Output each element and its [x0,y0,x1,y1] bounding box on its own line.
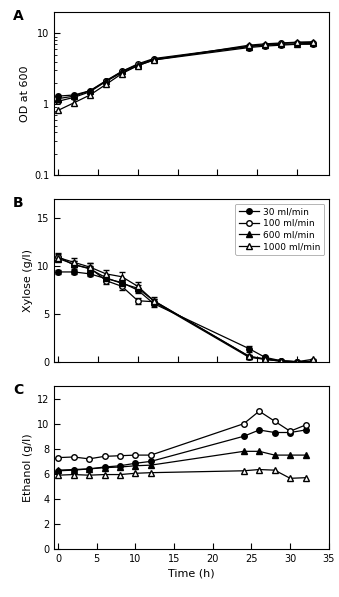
X-axis label: Time (h): Time (h) [168,568,215,578]
Legend: 30 ml/min, 100 ml/min, 600 ml/min, 1000 ml/min: 30 ml/min, 100 ml/min, 600 ml/min, 1000 … [235,204,324,255]
Y-axis label: OD at 600: OD at 600 [20,65,30,122]
Text: C: C [13,383,23,397]
Text: B: B [13,196,24,210]
Y-axis label: Xylose (g/l): Xylose (g/l) [23,249,33,312]
Y-axis label: Ethanol (g/l): Ethanol (g/l) [23,433,33,502]
Text: A: A [13,9,24,23]
